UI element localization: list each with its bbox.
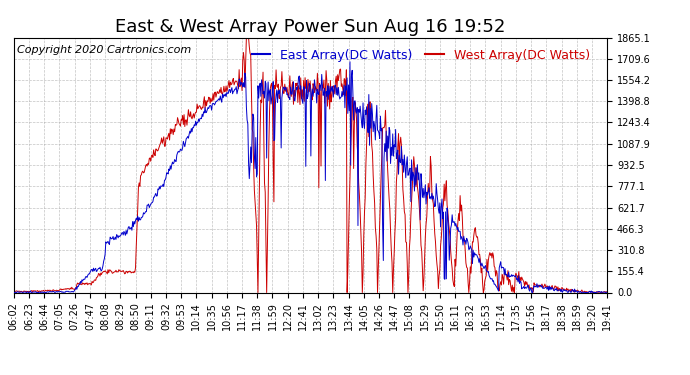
Title: East & West Array Power Sun Aug 16 19:52: East & West Array Power Sun Aug 16 19:52 xyxy=(115,18,506,36)
Legend: East Array(DC Watts), West Array(DC Watts): East Array(DC Watts), West Array(DC Watt… xyxy=(246,44,595,67)
Text: Copyright 2020 Cartronics.com: Copyright 2020 Cartronics.com xyxy=(17,45,191,55)
